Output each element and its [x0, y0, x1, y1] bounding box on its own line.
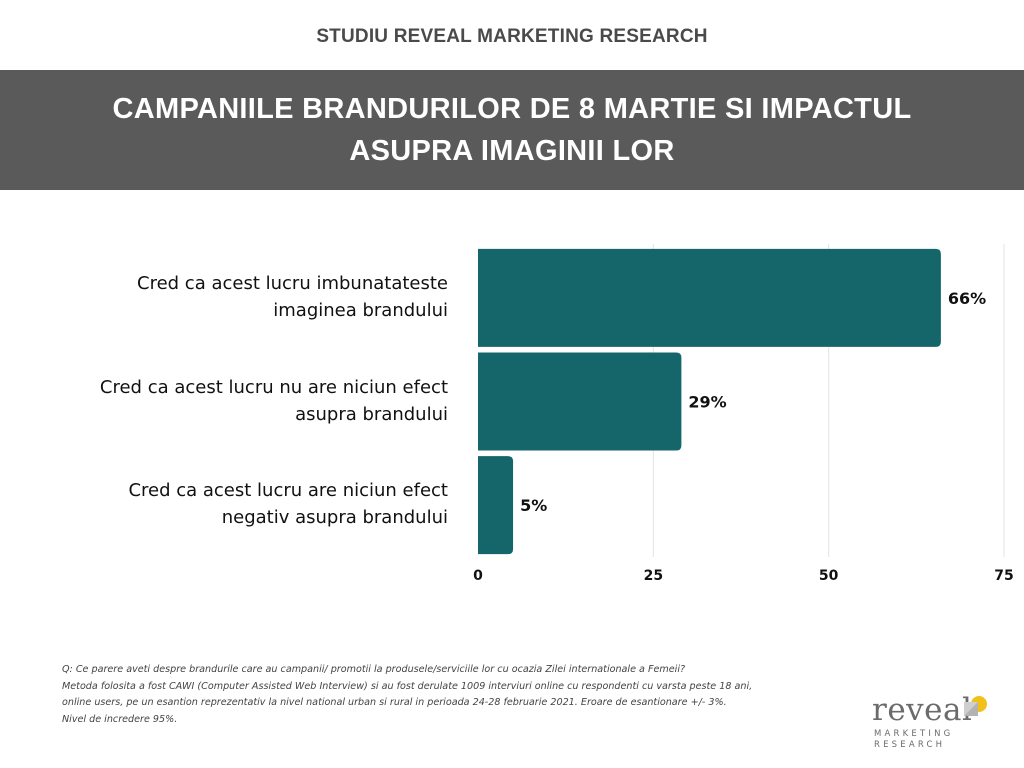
- footnote-line: Nivel de incredere 95%.: [62, 713, 178, 725]
- chart-title: CAMPANIILE BRANDURILOR DE 8 MARTIE SI IM…: [112, 93, 912, 167]
- footnote: Q: Ce parere aveti despre brandurile car…: [62, 662, 782, 728]
- footnote-line: Metoda folosita a fost CAWI (Computer As…: [62, 680, 753, 692]
- logo-subtitle-1: MARKETING: [874, 729, 954, 739]
- footnote-line: online users, pe un esantion reprezentat…: [62, 697, 727, 708]
- bar: [478, 352, 682, 451]
- category-label: Cred ca acest lucru are niciun efect nega…: [20, 477, 448, 531]
- bar: [478, 248, 941, 347]
- category-label-line: Cred ca acest lucru imbunatateste: [137, 272, 448, 294]
- bar-value-label: 5%: [520, 496, 547, 515]
- category-label-line: imaginea brandului: [273, 299, 448, 321]
- logo-wordmark: reveal: [872, 692, 973, 728]
- footnote-line: Q: Ce parere aveti despre brandurile car…: [62, 664, 686, 675]
- reveal-logo: reveal MARKETING RESEARCH: [868, 692, 998, 752]
- category-label-line: asupra brandului: [295, 403, 448, 425]
- x-tick-label: 0: [473, 568, 483, 584]
- logo-mark-icon: [964, 696, 987, 716]
- x-tick-label: 25: [644, 568, 663, 584]
- x-tick-label: 50: [819, 568, 839, 584]
- logo-subtitle-2: RESEARCH: [874, 740, 946, 750]
- category-label: Cred ca acest lucru imbunatateste imagine…: [20, 270, 448, 324]
- study-kicker: STUDIU REVEAL MARKETING RESEARCH: [316, 26, 708, 47]
- bar-chart: 66% 29% 5% 0 25 50 75: [473, 244, 1014, 584]
- category-label-line: Cred ca acest lucru nu are niciun efect: [99, 376, 448, 398]
- category-label-line: Cred ca acest lucru are niciun efect: [128, 480, 448, 502]
- bar: [478, 456, 514, 555]
- bar-value-label: 66%: [948, 289, 986, 308]
- category-label-line: negativ asupra brandului: [221, 507, 448, 529]
- bar-value-label: 29%: [688, 393, 726, 412]
- title-banner: CAMPANIILE BRANDURILOR DE 8 MARTIE SI IM…: [0, 70, 1024, 190]
- x-tick-label: 75: [994, 568, 1013, 584]
- category-label: Cred ca acest lucru nu are niciun efect a…: [20, 374, 448, 428]
